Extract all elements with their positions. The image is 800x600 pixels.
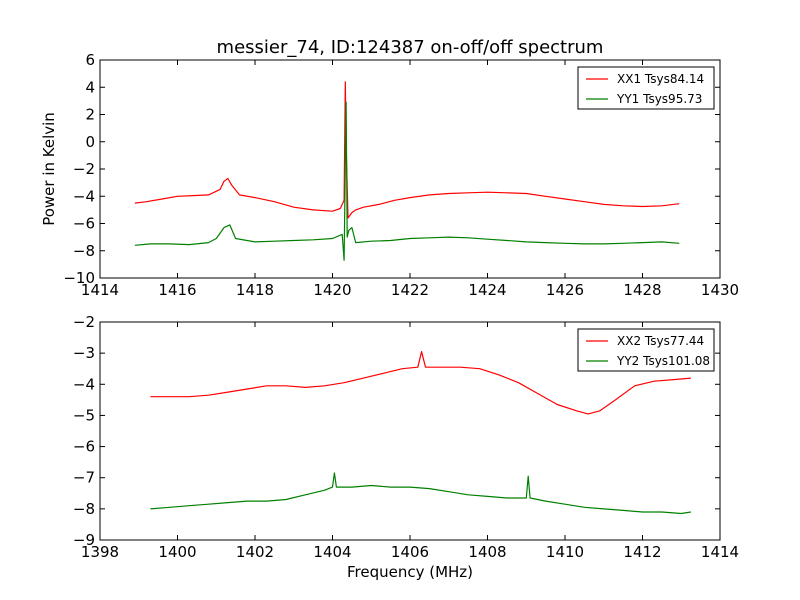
y-tick-label: −2 xyxy=(73,313,95,331)
legend-box xyxy=(577,328,715,372)
y-tick-label: −7 xyxy=(73,469,95,487)
y-tick-label: 2 xyxy=(85,106,95,124)
y-tick-label: −10 xyxy=(63,269,95,287)
series-lines xyxy=(134,81,680,261)
x-tick-label: 1408 xyxy=(468,543,506,561)
x-tick-label: 1428 xyxy=(623,281,661,299)
top-spectrum-panel: 1414 1416 1418 1420 1422 1424 1426 1428 1430 6 4 2 0… xyxy=(63,51,739,299)
legend-label: XX2 Tsys77.44 xyxy=(617,334,704,348)
series-line-xx2 xyxy=(150,351,691,415)
y-tick-label: −9 xyxy=(73,531,95,549)
y-tick-label: 4 xyxy=(85,78,95,96)
y-tick-label: −6 xyxy=(73,438,95,456)
x-tick-label: 1422 xyxy=(391,281,429,299)
y-axis-label: Power in Kelvin xyxy=(40,112,58,226)
series-line-yy2 xyxy=(150,472,691,515)
y-tick-label: 0 xyxy=(85,133,95,151)
legend-label: XX1 Tsys84.14 xyxy=(617,72,704,86)
x-tick-label: 1420 xyxy=(313,281,351,299)
legend-label: YY1 Tsys95.73 xyxy=(616,92,702,106)
x-tick-label: 1418 xyxy=(236,281,274,299)
x-tick-label: 1414 xyxy=(81,281,119,299)
x-tick-label: 1410 xyxy=(546,543,584,561)
x-tick-label: 1412 xyxy=(623,543,661,561)
y-tick-label: 6 xyxy=(85,51,95,69)
x-tick-label: 1416 xyxy=(158,281,196,299)
y-tick-label: −4 xyxy=(73,187,95,205)
series-line-yy1 xyxy=(134,101,680,261)
series-lines xyxy=(150,351,691,515)
x-tick-label: 1426 xyxy=(546,281,584,299)
y-tick-label: −2 xyxy=(73,160,95,178)
legend-label: YY2 Tsys101.08 xyxy=(616,354,710,368)
x-tick-label: 1398 xyxy=(81,543,119,561)
legend-box xyxy=(577,66,715,110)
y-tick-label: −6 xyxy=(73,215,95,233)
x-tick-label: 1402 xyxy=(236,543,274,561)
x-tick-label: 1406 xyxy=(391,543,429,561)
x-tick-label: 1404 xyxy=(313,543,351,561)
legend: XX1 Tsys84.14 YY1 Tsys95.73 xyxy=(577,66,715,110)
x-tick-label: 1400 xyxy=(158,543,196,561)
bottom-spectrum-panel: 1398 1400 1402 1404 1406 1408 1410 1412 1414 −2 −3… xyxy=(73,313,739,561)
series-line-xx1 xyxy=(134,81,680,219)
x-axis-label: Frequency (MHz) xyxy=(347,563,473,581)
y-tick-label: −8 xyxy=(73,500,95,518)
x-tick-label: 1414 xyxy=(701,543,739,561)
y-tick-label: −8 xyxy=(73,242,95,260)
y-tick-label: −5 xyxy=(73,406,95,424)
figure-title: messier_74, ID:124387 on-off/off spectru… xyxy=(217,37,604,58)
legend: XX2 Tsys77.44 YY2 Tsys101.08 xyxy=(577,328,715,372)
y-tick-label: −3 xyxy=(73,344,95,362)
x-tick-label: 1430 xyxy=(701,281,739,299)
x-tick-label: 1424 xyxy=(468,281,506,299)
y-tick-label: −4 xyxy=(73,375,95,393)
